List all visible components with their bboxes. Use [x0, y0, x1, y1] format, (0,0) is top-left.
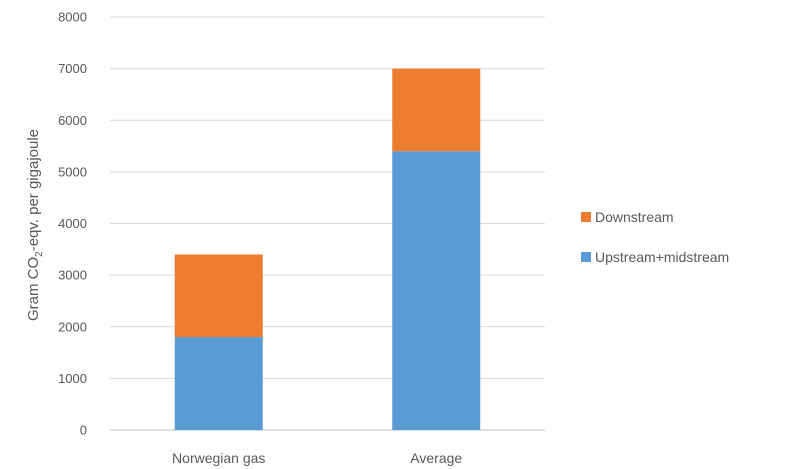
x-category-label: Average — [410, 450, 462, 466]
bars — [174, 68, 481, 430]
y-tick-label: 0 — [80, 423, 87, 438]
legend-label: Downstream — [595, 209, 674, 225]
y-axis-title: Gram CO2-eqv. per gigajoule — [25, 129, 45, 321]
y-tick-label: 2000 — [58, 319, 87, 334]
y-tick-label: 7000 — [58, 61, 87, 76]
legend-swatch — [581, 212, 591, 222]
y-tick-label: 5000 — [58, 164, 87, 179]
legend: Downstream Upstream+midstream — [581, 209, 729, 265]
y-tick-label: 3000 — [58, 268, 87, 283]
y-axis-title-pre: Gram CO — [25, 257, 42, 321]
bar-segment-downstream — [174, 254, 263, 338]
y-axis-title-sub: 2 — [34, 251, 45, 257]
legend-label: Upstream+midstream — [595, 249, 729, 265]
bar-segment-downstream — [392, 68, 481, 152]
bar-segment-upstream-midstream — [174, 337, 263, 430]
y-tick-label: 8000 — [58, 10, 87, 25]
y-axis-ticks: 0 1000 2000 3000 4000 5000 6000 7000 8000 — [58, 10, 87, 438]
y-axis-title-post: -eqv. per gigajoule — [25, 129, 42, 251]
y-tick-label: 4000 — [58, 216, 87, 231]
y-tick-label: 1000 — [58, 371, 87, 386]
x-category-label: Norwegian gas — [172, 450, 265, 466]
y-tick-label: 6000 — [58, 113, 87, 128]
x-axis-categories: Norwegian gas Average — [172, 450, 462, 466]
bar-segment-upstream-midstream — [392, 151, 481, 430]
legend-swatch — [581, 252, 591, 262]
